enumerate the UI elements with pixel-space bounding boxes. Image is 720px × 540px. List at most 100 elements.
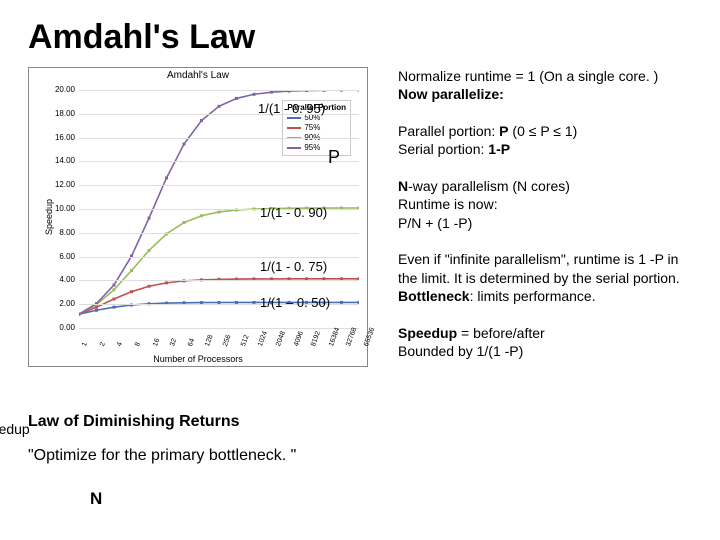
xtick: 256 xyxy=(222,334,233,347)
ytick: 2.00 xyxy=(47,299,75,308)
speedup-label: speedup xyxy=(0,421,30,437)
gridline xyxy=(79,138,359,139)
series-marker xyxy=(253,93,256,96)
bottleneck-word: Bottleneck xyxy=(398,288,470,304)
series-marker xyxy=(183,143,186,146)
series-marker xyxy=(113,283,116,286)
ytick: 20.00 xyxy=(47,85,75,94)
txt: Parallel portion: xyxy=(398,123,499,139)
xtick: 1 xyxy=(81,341,89,347)
xtick: 2048 xyxy=(275,330,287,347)
series-marker xyxy=(113,306,116,309)
text-bottleneck: Even if "infinite parallelism", runtime … xyxy=(398,250,688,305)
series-marker xyxy=(218,105,221,108)
txt: Normalize runtime = 1 (On a single core.… xyxy=(398,68,658,84)
left-column: speedup Amdahl's Law Speedup Number of P… xyxy=(28,67,380,481)
P-letter: P xyxy=(499,123,508,139)
txt: Even if "infinite parallelism", runtime … xyxy=(398,251,680,285)
slide: Amdahl's Law speedup Amdahl's Law Speedu… xyxy=(0,0,720,540)
series-marker xyxy=(113,298,116,301)
xtick: 8192 xyxy=(310,330,322,347)
xtick: 16384 xyxy=(328,327,341,348)
xtick: 16 xyxy=(152,338,161,348)
series-marker xyxy=(165,281,168,284)
text-portions: Parallel portion: P (0 ≤ P ≤ 1) Serial p… xyxy=(398,122,688,159)
legend-label: 95% xyxy=(304,143,320,152)
txt: : limits performance. xyxy=(470,288,596,304)
series-marker xyxy=(148,249,151,252)
legend-item: 75% xyxy=(287,123,346,132)
chart-title: Amdahl's Law xyxy=(29,68,367,81)
right-column: Normalize runtime = 1 (On a single core.… xyxy=(398,67,688,481)
gridline xyxy=(79,161,359,162)
series-marker xyxy=(218,211,221,214)
series-marker xyxy=(95,306,98,309)
ytick: 14.00 xyxy=(47,156,75,165)
series-marker xyxy=(95,309,98,312)
legend-swatch xyxy=(287,147,301,149)
annotation-50: 1/(1 – 0. 50) xyxy=(260,295,330,310)
gridline xyxy=(79,328,359,329)
ytick: 10.00 xyxy=(47,204,75,213)
xtick: 32768 xyxy=(345,327,358,348)
xtick: 4096 xyxy=(293,330,305,347)
N-letter: N xyxy=(398,178,408,194)
xtick: 64 xyxy=(187,338,196,348)
series-marker xyxy=(200,119,203,122)
ytick: 16.00 xyxy=(47,133,75,142)
slide-title: Amdahl's Law xyxy=(28,18,692,57)
optimize-quote: "Optimize for the primary bottleneck. " xyxy=(28,447,380,465)
series-marker xyxy=(148,285,151,288)
xtick: 128 xyxy=(204,334,215,347)
txt: P/N + (1 -P) xyxy=(398,215,472,231)
series-marker xyxy=(235,97,238,100)
xtick: 512 xyxy=(240,334,251,347)
txt: = before/after xyxy=(457,325,545,341)
series-marker xyxy=(165,176,168,179)
series-marker xyxy=(183,221,186,224)
annotation-P: P xyxy=(328,147,340,168)
ytick: 18.00 xyxy=(47,109,75,118)
two-column-layout: speedup Amdahl's Law Speedup Number of P… xyxy=(28,67,692,481)
series-marker xyxy=(79,313,80,316)
below-chart-text: Law of Diminishing Returns "Optimize for… xyxy=(28,413,380,465)
series-marker xyxy=(200,214,203,217)
xtick: 8 xyxy=(134,341,142,347)
speedup-word: Speedup xyxy=(398,325,457,341)
gridline xyxy=(79,257,359,258)
annotation-90: 1/(1 - 0. 90) xyxy=(260,205,327,220)
text-nway: N-way parallelism (N cores) Runtime is n… xyxy=(398,177,688,232)
txt: -way parallelism (N cores) xyxy=(408,178,570,194)
txt: Serial portion: xyxy=(398,141,488,157)
series-marker xyxy=(270,91,273,94)
ytick: 12.00 xyxy=(47,180,75,189)
xtick: 4 xyxy=(116,341,124,347)
ytick: 0.00 xyxy=(47,323,75,332)
annotation-75: 1/(1 - 0. 75) xyxy=(260,259,327,274)
now-parallelize: Now parallelize: xyxy=(398,86,504,102)
xtick: 32 xyxy=(169,338,178,348)
gridline xyxy=(79,185,359,186)
gridline xyxy=(79,233,359,234)
txt: (0 ≤ P ≤ 1) xyxy=(509,123,578,139)
xtick: 2 xyxy=(99,341,107,347)
N-label: N xyxy=(90,489,102,509)
diminishing-returns: Law of Diminishing Returns xyxy=(28,413,240,430)
series-marker xyxy=(148,217,151,220)
text-speedup: Speedup = before/after Bounded by 1/(1 -… xyxy=(398,324,688,361)
legend-swatch xyxy=(287,117,301,119)
gridline xyxy=(79,90,359,91)
series-marker xyxy=(130,269,133,272)
txt: Runtime is now: xyxy=(398,196,498,212)
legend-swatch xyxy=(287,127,301,129)
ytick: 4.00 xyxy=(47,275,75,284)
gridline xyxy=(79,280,359,281)
series-marker xyxy=(130,290,133,293)
xtick: 65536 xyxy=(363,327,376,348)
xtick: 1024 xyxy=(257,330,269,347)
chart-xlabel: Number of Processors xyxy=(29,354,367,364)
ytick: 6.00 xyxy=(47,252,75,261)
series-marker xyxy=(113,288,116,291)
txt: Bounded by 1/(1 -P) xyxy=(398,343,523,359)
annotation-95: 1/(1 - 0. 95) xyxy=(258,101,325,116)
